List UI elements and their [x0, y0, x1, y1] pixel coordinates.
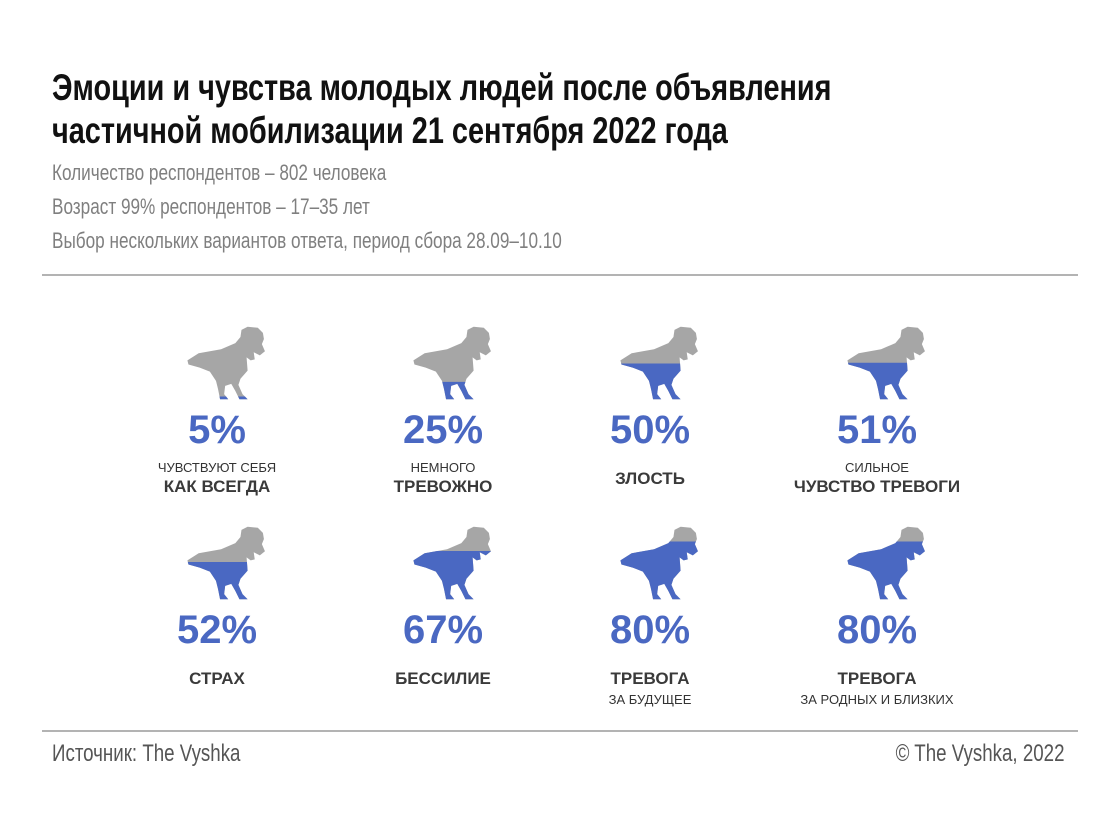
caption-small-bottom: за родных и близких — [800, 692, 954, 707]
caption-main: бессилие — [395, 669, 491, 688]
caption-small-top: сильное — [845, 460, 909, 475]
subtitle-method: Выбор нескольких вариантов ответа, перио… — [52, 228, 562, 253]
caption-main: как всегда — [163, 477, 271, 496]
t-rex-fill-50 — [621, 363, 681, 400]
caption-main: чувство тревоги — [793, 477, 961, 496]
percent-label: 67% — [402, 608, 484, 652]
copyright-note: © The Vyshka, 2022 — [895, 740, 1064, 767]
pictogram-item: 52% страх — [67, 522, 367, 690]
percent-label: 52% — [176, 608, 258, 652]
t-rex-empty — [620, 326, 698, 400]
page-title: Эмоции и чувства молодых людей после объ… — [52, 66, 832, 152]
percent-label: 51% — [836, 408, 918, 452]
t-rex-icon — [620, 326, 698, 400]
t-rex-fill-52 — [187, 562, 248, 600]
percent-label: 5% — [188, 408, 246, 452]
bottom-divider — [42, 730, 1078, 732]
title-line-2: частичной мобилизации 21 сентября 2022 г… — [52, 110, 728, 151]
subtitle-respondents: Количество респондентов – 802 человека — [52, 160, 387, 185]
t-rex-empty — [187, 326, 265, 400]
pictogram-item: 80% тревога за будущее — [500, 522, 800, 708]
t-rex-fill-67 — [413, 551, 491, 600]
subtitle-age: Возраст 99% респондентов – 17–35 лет — [52, 194, 370, 219]
t-rex-empty — [413, 326, 491, 400]
t-rex-icon — [847, 326, 925, 400]
t-rex-fill-25 — [442, 381, 474, 400]
t-rex-icon — [413, 526, 491, 600]
percent-label: 80% — [836, 608, 918, 652]
pictogram-item: 25% немного тревожно — [293, 322, 593, 498]
t-rex-icon — [847, 526, 925, 600]
t-rex-fill-80 — [620, 541, 698, 600]
pictogram-item: 51% сильное чувство тревоги — [727, 322, 1027, 498]
t-rex-fill-5 — [219, 396, 248, 400]
pictogram-item: 5% чувствуют себя как всегда — [67, 322, 367, 498]
caption-main: страх — [189, 669, 245, 688]
caption-main: тревога — [610, 669, 690, 688]
caption-small-top: немного — [410, 460, 476, 475]
t-rex-fill-51 — [848, 362, 908, 400]
t-rex-fill-80 — [847, 541, 925, 600]
source-note: Источник: The Vyshka — [52, 740, 241, 767]
t-rex-icon — [413, 326, 491, 400]
caption-small-top: чувствуют себя — [157, 460, 277, 475]
pictogram-item: 50% злость — [500, 322, 800, 490]
percent-label: 25% — [402, 408, 484, 452]
t-rex-icon — [620, 526, 698, 600]
pictogram-item: 67% бессилие — [293, 522, 593, 690]
pictogram-item: 80% тревога за родных и близких — [727, 522, 1027, 708]
caption-main: злость — [615, 469, 685, 488]
t-rex-icon — [187, 326, 265, 400]
caption-main: тревога — [837, 669, 917, 688]
percent-label: 80% — [609, 608, 691, 652]
title-line-1: Эмоции и чувства молодых людей после объ… — [52, 67, 832, 108]
top-divider — [42, 274, 1078, 276]
t-rex-icon — [187, 526, 265, 600]
caption-small-bottom: за будущее — [608, 692, 692, 707]
caption-main: тревожно — [393, 477, 493, 496]
percent-label: 50% — [609, 408, 691, 452]
